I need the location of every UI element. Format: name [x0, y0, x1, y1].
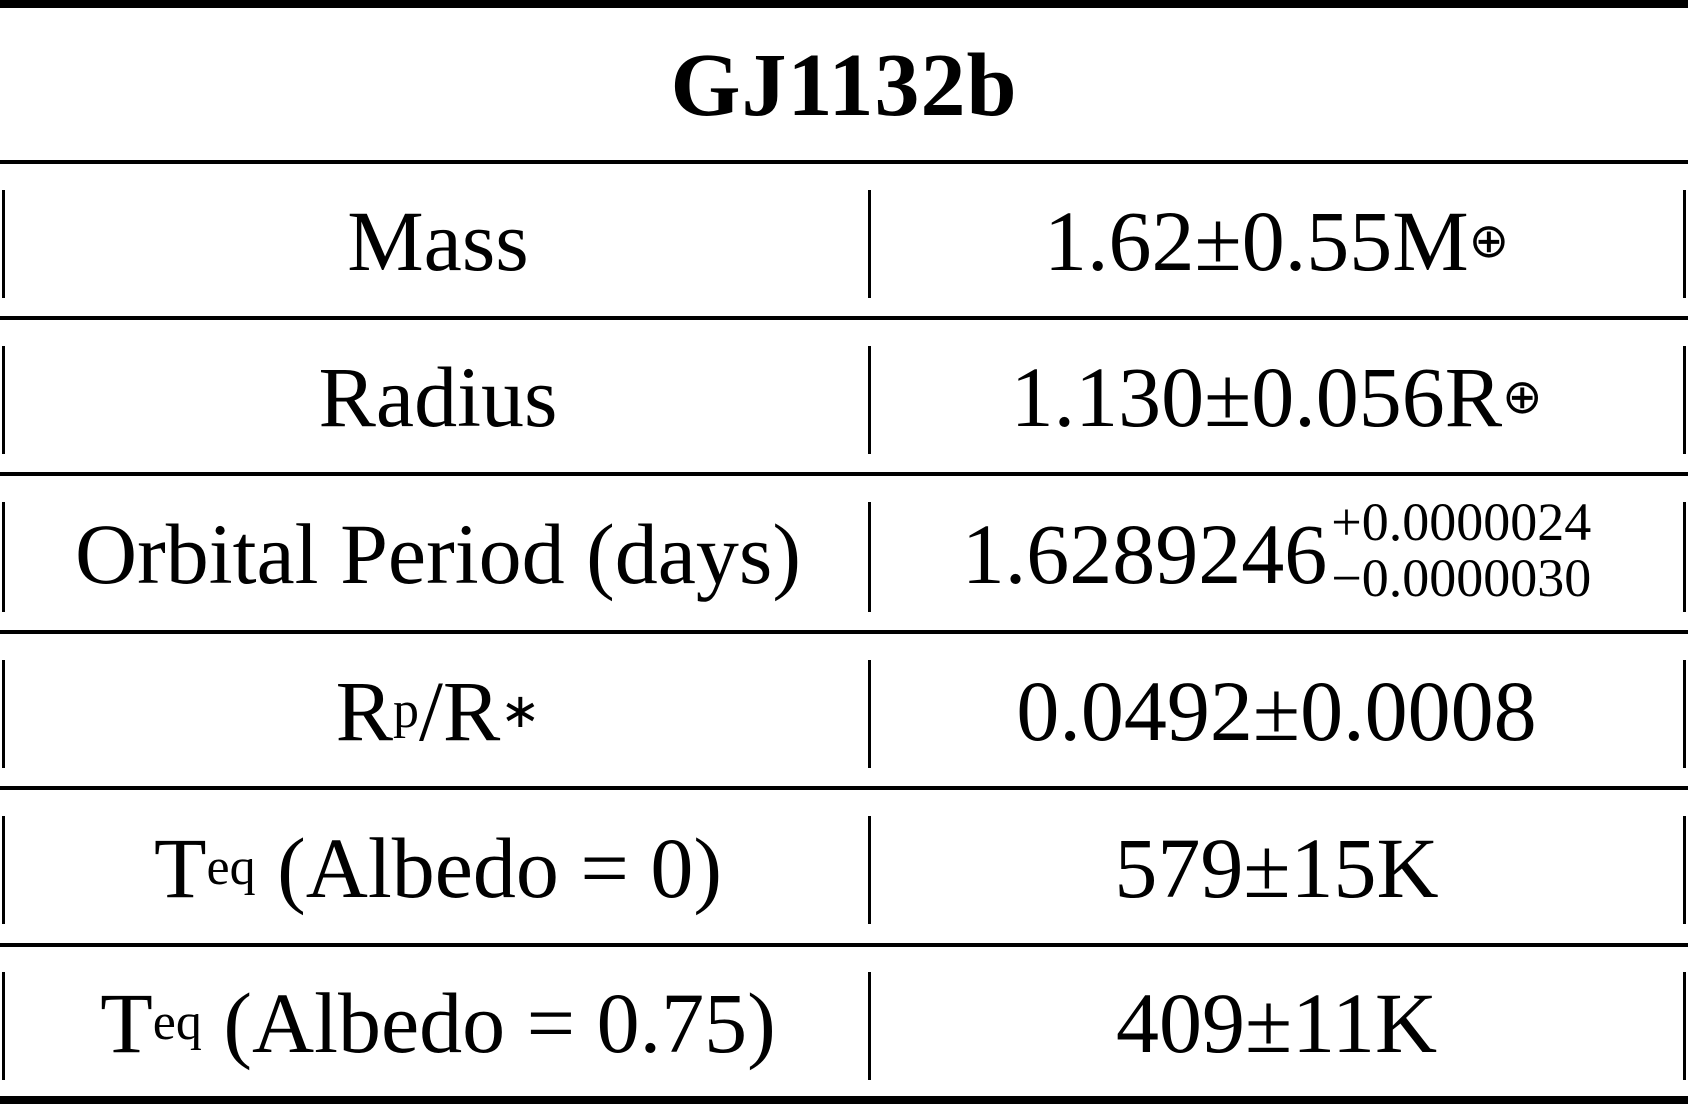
right-border	[1683, 346, 1686, 454]
row-rule	[0, 472, 1688, 476]
column-divider	[868, 660, 871, 768]
row-value-radius: 1.130±0.056R ⊕	[1010, 349, 1543, 445]
top-rule	[0, 0, 1688, 8]
label-rest: (Albedo = 0.75)	[201, 974, 776, 1071]
row-label-orbital-period: Orbital Period (days)	[8, 478, 868, 630]
upper-error: +0.0000024	[1331, 492, 1592, 552]
right-border	[1683, 502, 1686, 612]
left-border	[2, 972, 5, 1080]
row-rule	[0, 943, 1688, 947]
row-value-radius-ratio: 0.0492±0.0008	[873, 636, 1680, 786]
column-divider	[868, 502, 871, 612]
row-rule	[0, 316, 1688, 320]
label-rest: (Albedo = 0)	[255, 819, 723, 916]
label-main: T	[100, 974, 153, 1071]
row-value-teq-albedo-075: 409±11K	[873, 949, 1680, 1096]
right-border	[1683, 972, 1686, 1080]
value-text: 1.6289246	[961, 506, 1328, 602]
left-border	[2, 502, 5, 612]
bottom-rule	[0, 1096, 1688, 1104]
header-rule	[0, 160, 1688, 164]
left-border	[2, 346, 5, 454]
right-border	[1683, 816, 1686, 924]
asymmetric-error: +0.0000024 −0.0000030	[1331, 494, 1591, 606]
label-text: Radius	[318, 349, 558, 445]
label-text: Mass	[347, 193, 529, 289]
right-border	[1683, 660, 1686, 768]
row-label-radius: Radius	[8, 322, 868, 472]
lower-error: −0.0000030	[1331, 548, 1592, 608]
table-title: GJ1132b	[670, 35, 1018, 135]
label-main: T	[153, 819, 207, 916]
row-value-teq-albedo-0: 579±15K	[873, 792, 1680, 943]
left-border	[2, 660, 5, 768]
column-divider	[868, 190, 871, 298]
column-divider	[868, 972, 871, 1080]
row-rule	[0, 786, 1688, 790]
label-mid: /R	[418, 663, 501, 759]
value-text: 0.0492±0.0008	[1016, 663, 1537, 759]
row-label-mass: Mass	[8, 166, 868, 316]
row-value-orbital-period: 1.6289246 +0.0000024 −0.0000030	[873, 478, 1680, 630]
label-text: Orbital Period (days)	[74, 506, 802, 602]
column-divider	[868, 346, 871, 454]
value-text: 1.130±0.056R	[1010, 349, 1503, 445]
left-border	[2, 816, 5, 924]
column-divider	[868, 816, 871, 924]
value-text: 579±15K	[1114, 819, 1439, 916]
value-text: 409±11K	[1115, 974, 1438, 1071]
right-border	[1683, 190, 1686, 298]
value-text: 1.62±0.55M	[1044, 193, 1469, 289]
label-main: R	[335, 663, 393, 759]
row-rule	[0, 630, 1688, 634]
left-border	[2, 190, 5, 298]
row-value-mass: 1.62±0.55M ⊕	[1044, 193, 1509, 289]
